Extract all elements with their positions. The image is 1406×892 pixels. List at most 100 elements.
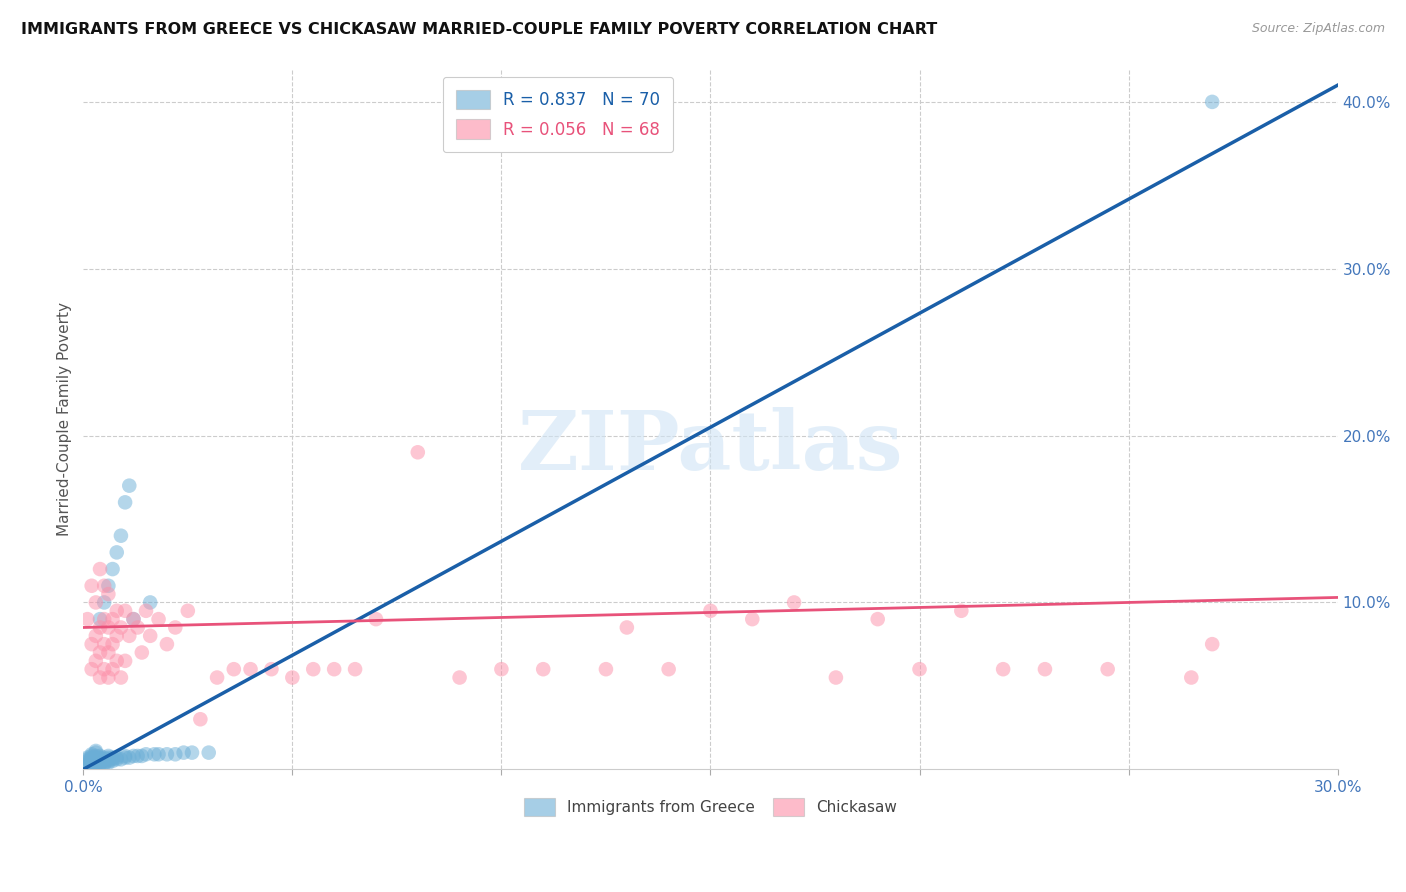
Point bbox=[616, 620, 638, 634]
Point bbox=[118, 750, 141, 764]
Point bbox=[93, 579, 115, 593]
Point bbox=[97, 579, 120, 593]
Point bbox=[93, 757, 115, 772]
Point bbox=[80, 756, 103, 770]
Point bbox=[131, 748, 153, 763]
Point bbox=[80, 747, 103, 762]
Point bbox=[105, 545, 128, 559]
Point bbox=[1201, 95, 1223, 109]
Point bbox=[97, 646, 120, 660]
Point bbox=[105, 752, 128, 766]
Point bbox=[76, 754, 98, 768]
Point bbox=[80, 579, 103, 593]
Point bbox=[148, 747, 170, 762]
Point bbox=[84, 595, 107, 609]
Legend: Immigrants from Greece, Chickasaw: Immigrants from Greece, Chickasaw bbox=[515, 789, 905, 825]
Point bbox=[406, 445, 429, 459]
Point bbox=[783, 595, 806, 609]
Point bbox=[97, 752, 120, 766]
Point bbox=[114, 654, 136, 668]
Point bbox=[449, 671, 471, 685]
Point bbox=[93, 662, 115, 676]
Point bbox=[97, 756, 120, 770]
Point bbox=[118, 629, 141, 643]
Point bbox=[114, 750, 136, 764]
Point bbox=[84, 756, 107, 770]
Point bbox=[1033, 662, 1056, 676]
Point bbox=[80, 752, 103, 766]
Point bbox=[93, 752, 115, 766]
Text: ZIPatlas: ZIPatlas bbox=[517, 407, 903, 487]
Point bbox=[84, 752, 107, 766]
Point bbox=[118, 478, 141, 492]
Point bbox=[148, 612, 170, 626]
Point bbox=[105, 629, 128, 643]
Point bbox=[84, 750, 107, 764]
Point bbox=[139, 629, 162, 643]
Point bbox=[97, 748, 120, 763]
Point bbox=[80, 662, 103, 676]
Point bbox=[260, 662, 283, 676]
Point bbox=[741, 612, 763, 626]
Point bbox=[97, 754, 120, 768]
Point bbox=[181, 746, 204, 760]
Point bbox=[122, 612, 145, 626]
Point bbox=[156, 637, 179, 651]
Point bbox=[93, 612, 115, 626]
Point bbox=[110, 529, 132, 543]
Point bbox=[110, 671, 132, 685]
Point bbox=[991, 662, 1014, 676]
Point bbox=[101, 662, 124, 676]
Point bbox=[89, 752, 111, 766]
Point bbox=[80, 750, 103, 764]
Point bbox=[222, 662, 245, 676]
Point bbox=[281, 671, 304, 685]
Point bbox=[84, 759, 107, 773]
Text: Source: ZipAtlas.com: Source: ZipAtlas.com bbox=[1251, 22, 1385, 36]
Point bbox=[89, 750, 111, 764]
Point bbox=[105, 750, 128, 764]
Point bbox=[165, 620, 187, 634]
Point bbox=[101, 750, 124, 764]
Point bbox=[93, 637, 115, 651]
Point bbox=[76, 612, 98, 626]
Point bbox=[89, 671, 111, 685]
Point bbox=[105, 654, 128, 668]
Point bbox=[302, 662, 325, 676]
Point bbox=[205, 671, 228, 685]
Point bbox=[131, 646, 153, 660]
Point bbox=[89, 757, 111, 772]
Point bbox=[135, 604, 157, 618]
Point bbox=[165, 747, 187, 762]
Point bbox=[156, 747, 179, 762]
Point bbox=[825, 671, 848, 685]
Point bbox=[97, 671, 120, 685]
Point bbox=[89, 620, 111, 634]
Point bbox=[239, 662, 262, 676]
Point bbox=[101, 752, 124, 766]
Point bbox=[950, 604, 973, 618]
Point bbox=[531, 662, 554, 676]
Point bbox=[84, 757, 107, 772]
Point bbox=[177, 604, 200, 618]
Point bbox=[84, 744, 107, 758]
Point bbox=[110, 620, 132, 634]
Point bbox=[197, 746, 219, 760]
Point bbox=[97, 750, 120, 764]
Point bbox=[143, 747, 166, 762]
Point bbox=[658, 662, 681, 676]
Point bbox=[122, 612, 145, 626]
Point bbox=[114, 495, 136, 509]
Point bbox=[93, 595, 115, 609]
Point bbox=[89, 754, 111, 768]
Point bbox=[364, 612, 387, 626]
Point bbox=[344, 662, 367, 676]
Point bbox=[101, 562, 124, 576]
Point bbox=[323, 662, 346, 676]
Point bbox=[80, 759, 103, 773]
Point bbox=[127, 748, 149, 763]
Point bbox=[190, 712, 212, 726]
Point bbox=[76, 759, 98, 773]
Point bbox=[173, 746, 195, 760]
Point bbox=[93, 756, 115, 770]
